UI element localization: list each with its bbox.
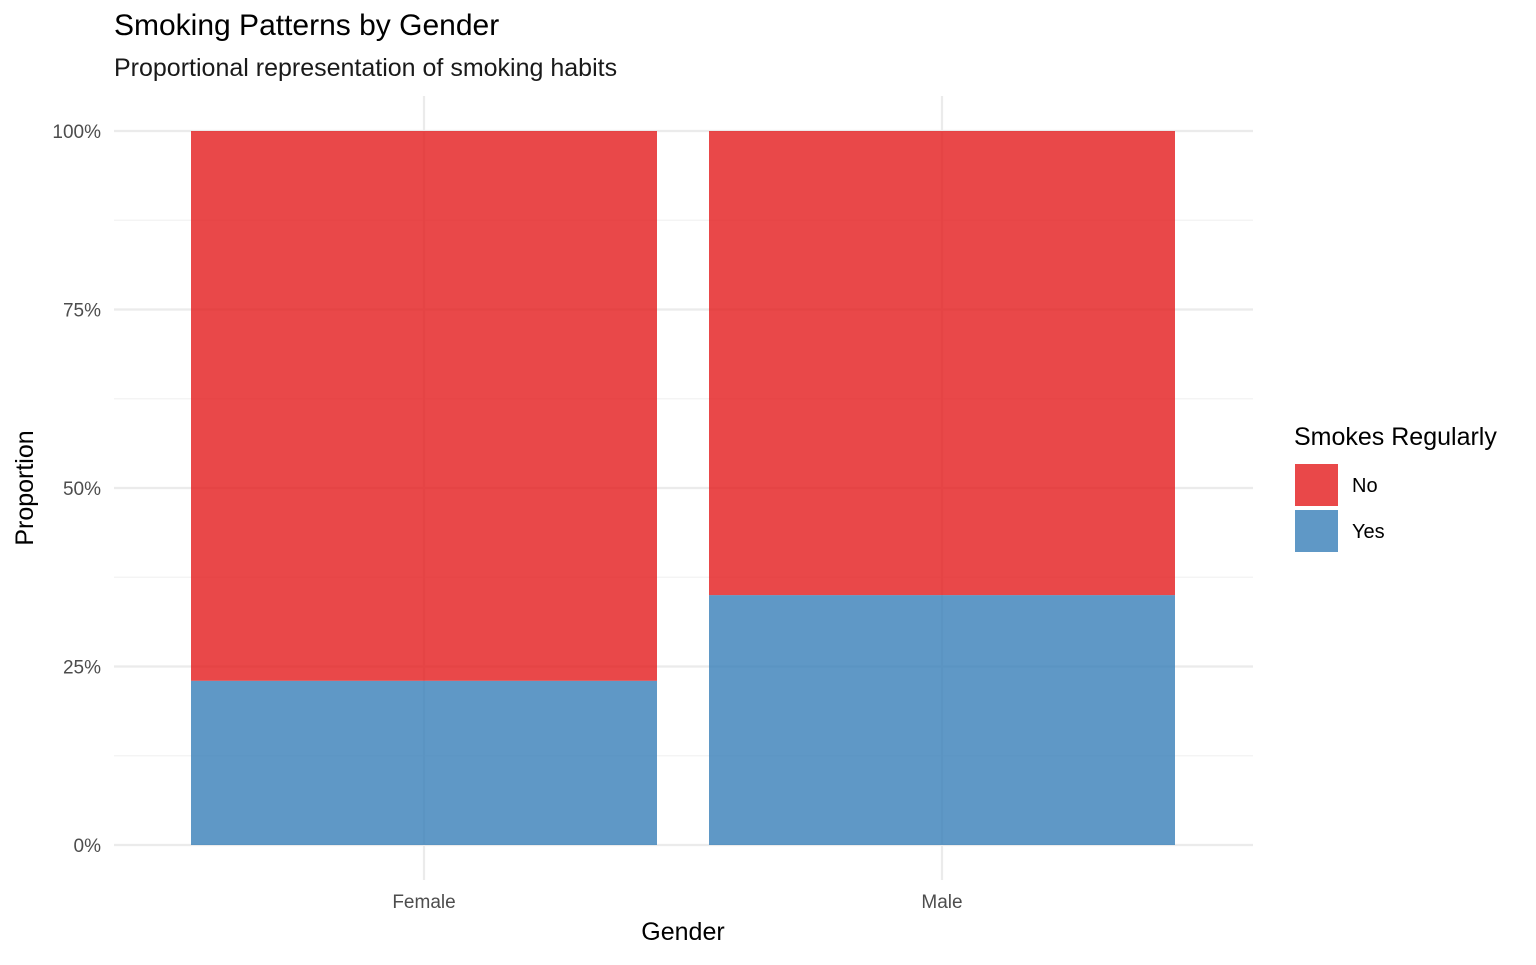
bars-layer xyxy=(191,131,1175,845)
y-tick-label: 0% xyxy=(74,836,102,857)
legend-swatch-no xyxy=(1295,464,1338,506)
x-tick-label-male: Male xyxy=(921,892,962,913)
y-tick-label: 25% xyxy=(63,658,101,679)
legend-swatch-yes xyxy=(1295,510,1338,552)
bar-female-yes xyxy=(191,680,657,845)
y-axis-title: Proportion xyxy=(11,430,39,545)
legend-title: Smokes Regularly xyxy=(1294,423,1497,451)
chart-title: Smoking Patterns by Gender xyxy=(114,9,499,42)
x-axis-title: Gender xyxy=(641,918,724,946)
bar-male-yes xyxy=(709,595,1175,845)
bar-female-no xyxy=(191,131,657,681)
chart-subtitle: Proportional representation of smoking h… xyxy=(114,54,617,82)
legend-items: No Yes xyxy=(1295,464,1385,552)
legend-label-no: No xyxy=(1352,475,1378,497)
legend: Smokes Regularly No Yes xyxy=(1294,423,1497,552)
y-tick-label: 50% xyxy=(63,479,101,500)
bar-male-no xyxy=(709,131,1175,596)
x-tick-label-female: Female xyxy=(392,892,455,913)
y-tick-label: 100% xyxy=(52,122,101,143)
y-tick-label: 75% xyxy=(63,301,101,322)
y-tick-labels: 0% 25% 50% 75% 100% xyxy=(52,122,101,857)
legend-label-yes: Yes xyxy=(1352,521,1385,543)
x-tick-labels: Female Male xyxy=(392,892,962,913)
